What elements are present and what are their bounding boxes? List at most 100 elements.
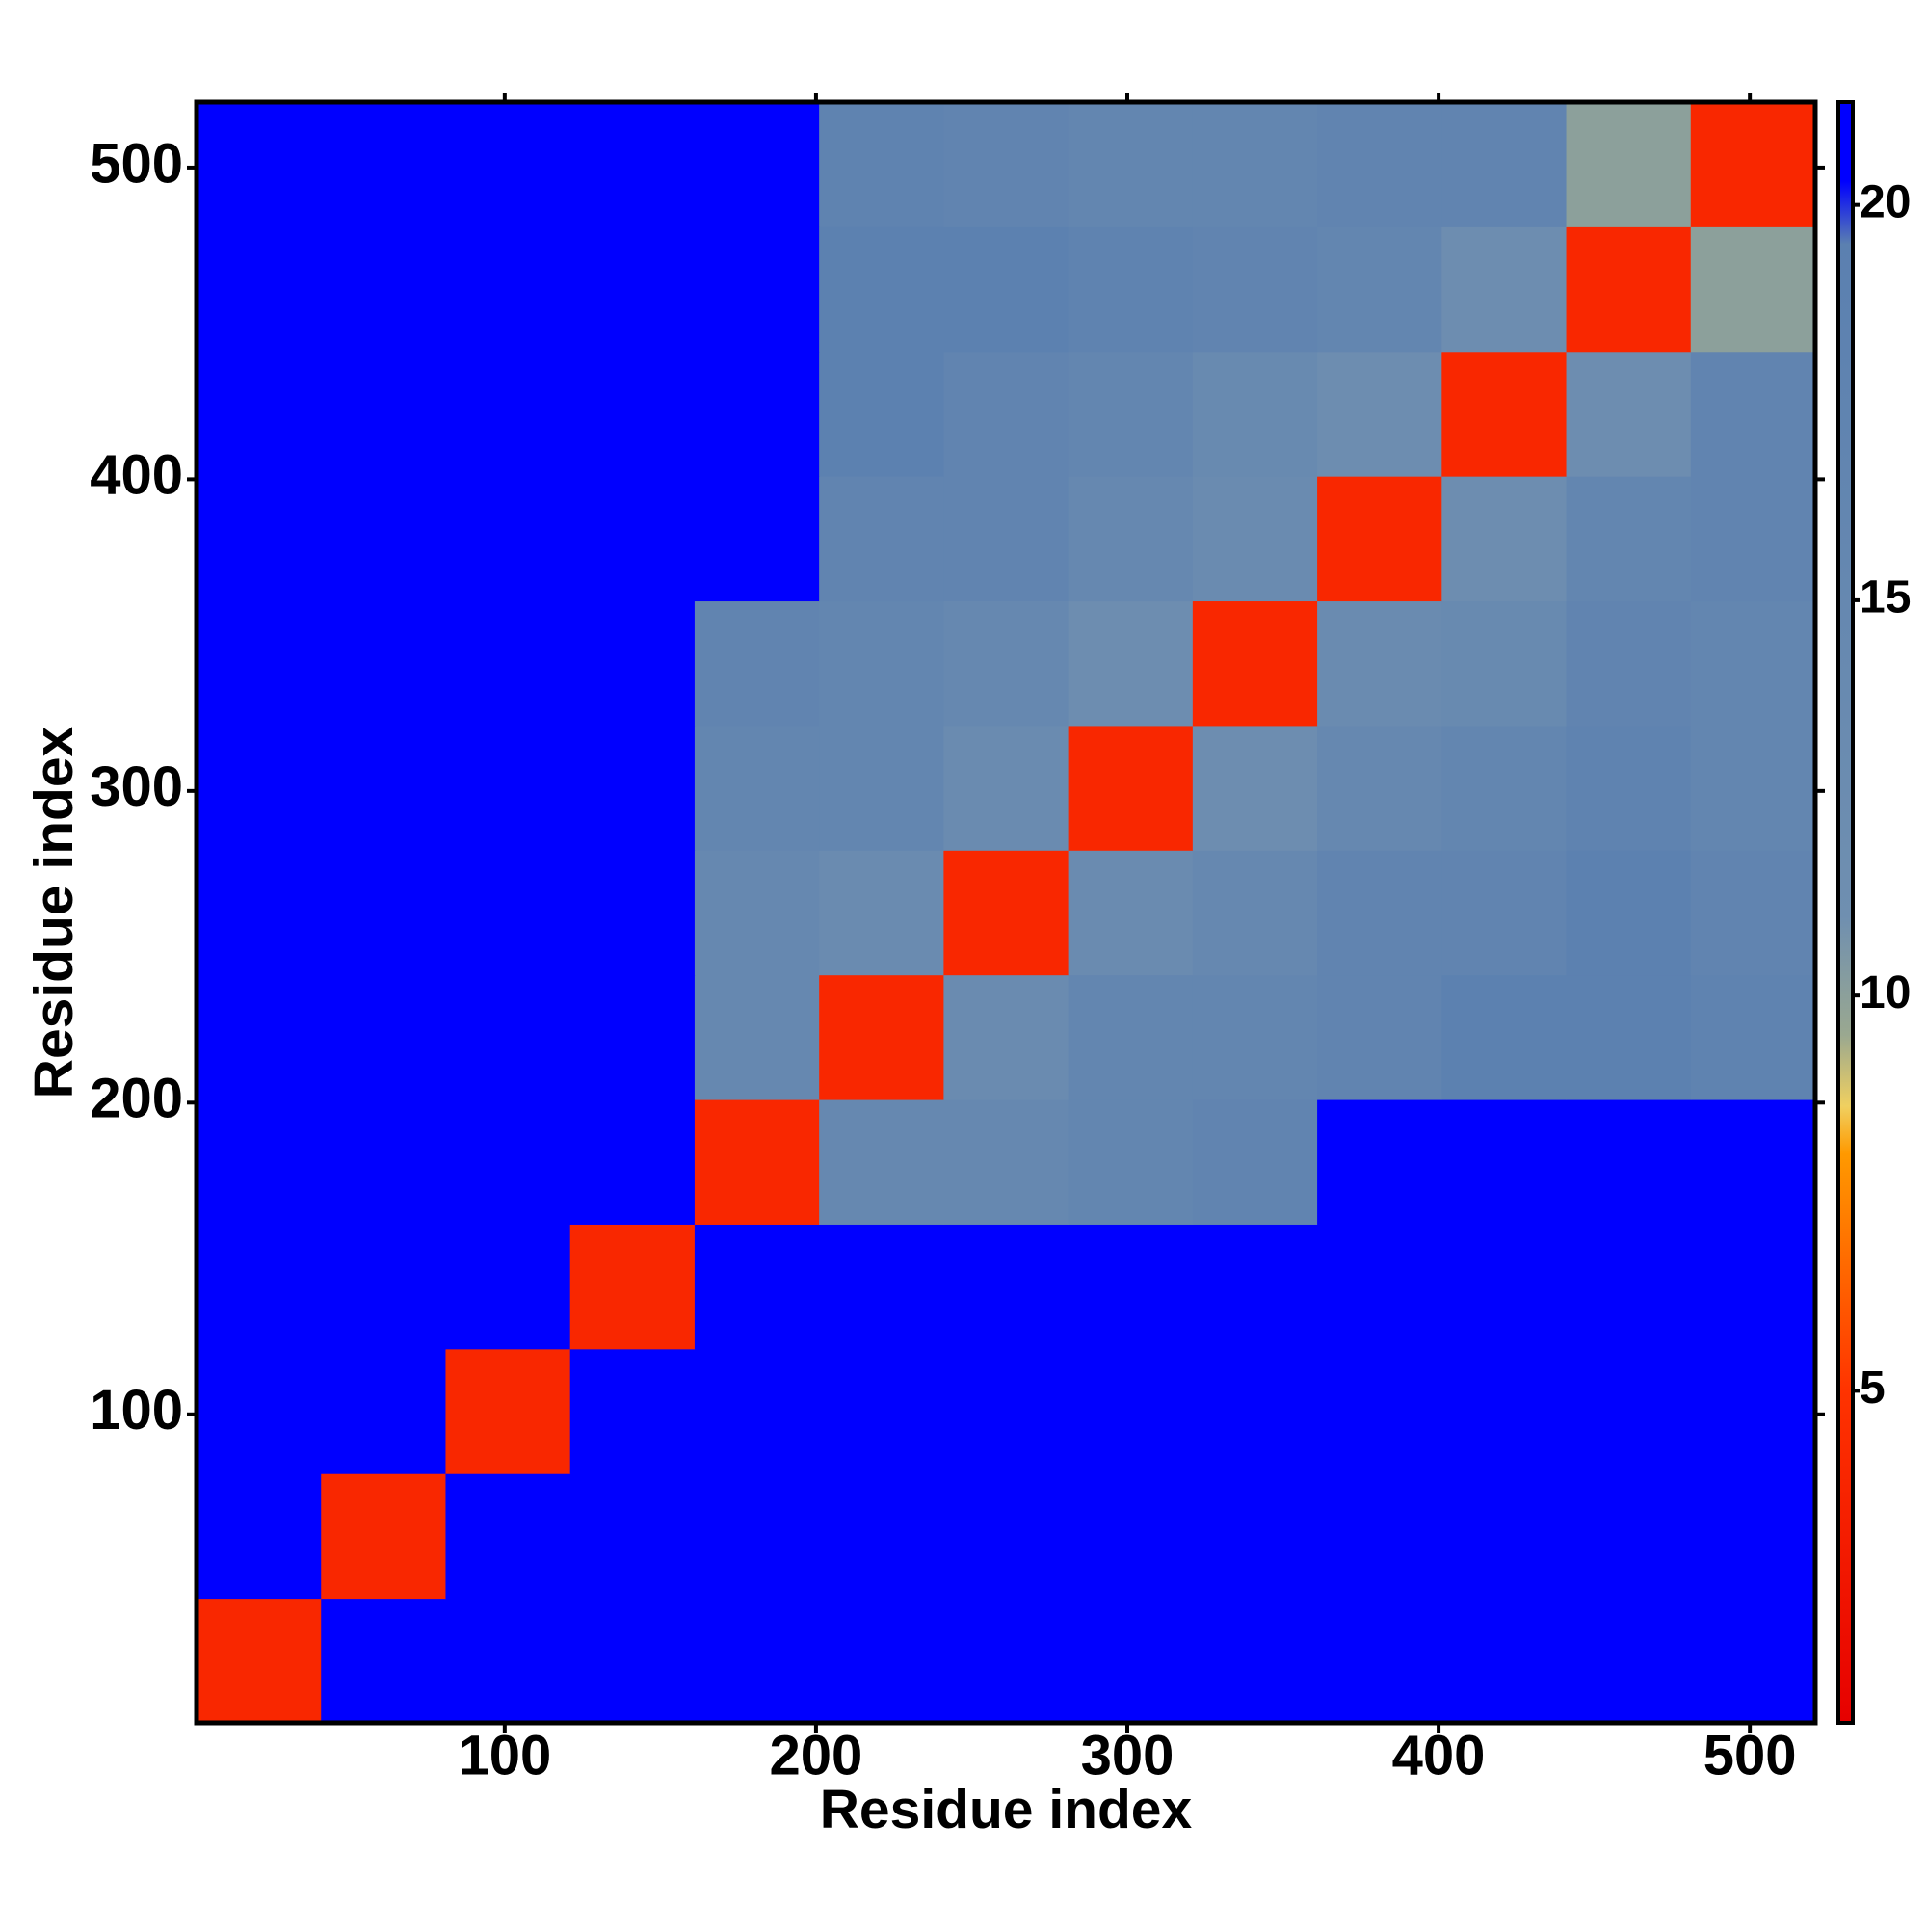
heatmap-cell <box>694 974 820 1100</box>
heatmap-cell <box>1317 102 1442 227</box>
heatmap-cell <box>1068 226 1194 353</box>
heatmap-cell <box>943 1598 1069 1724</box>
heatmap-cell <box>1690 351 1816 477</box>
heatmap-cell <box>569 351 696 477</box>
heatmap-cell <box>1192 725 1318 851</box>
heatmap-cell <box>819 974 944 1100</box>
heatmap-cell <box>569 1598 696 1724</box>
heatmap-cell <box>1317 1598 1442 1724</box>
heatmap-cell <box>819 600 944 727</box>
heatmap-cell <box>569 102 696 227</box>
heatmap-cell <box>1441 1099 1568 1225</box>
heatmap-cell <box>1566 351 1692 477</box>
heatmap-cell <box>569 600 696 727</box>
heatmap-cell <box>1192 351 1318 477</box>
heatmap-cell <box>1441 102 1568 227</box>
x-axis-title: Residue index <box>820 1779 1193 1840</box>
heatmap-cell <box>1690 725 1816 851</box>
heatmap-cell <box>321 600 446 727</box>
heatmap-cell <box>694 1348 820 1474</box>
heatmap-cell <box>694 1224 820 1350</box>
heatmap-cell <box>445 1598 571 1724</box>
heatmap-cell <box>819 476 944 602</box>
heatmap-cell <box>1690 1099 1816 1225</box>
x-tick-label: 300 <box>1081 1724 1175 1786</box>
y-tick-label: 100 <box>90 1379 183 1442</box>
heatmap-cell <box>1317 725 1442 851</box>
heatmap-cell <box>694 476 820 602</box>
heatmap-cell <box>1192 102 1318 227</box>
heatmap-cell <box>1317 1348 1442 1474</box>
heatmap-cells <box>197 102 1816 1724</box>
heatmap-cell <box>943 1224 1069 1350</box>
heatmap-cell <box>445 850 571 976</box>
heatmap-cell <box>1192 1598 1318 1724</box>
heatmap-cell <box>1441 1598 1568 1724</box>
heatmap-cell <box>569 476 696 602</box>
heatmap-cell <box>1690 476 1816 602</box>
y-tick-label: 300 <box>90 755 183 818</box>
heatmap-cell <box>819 1348 944 1474</box>
heatmap-cell <box>197 600 322 727</box>
heatmap-cell <box>1068 600 1194 727</box>
heatmap-cell <box>197 226 322 353</box>
heatmap-cell <box>943 725 1069 851</box>
heatmap-cell <box>1566 1473 1692 1600</box>
heatmap-cell <box>1317 476 1442 602</box>
heatmap-cell <box>694 1099 820 1225</box>
heatmap-cell <box>943 974 1069 1100</box>
heatmap-cell <box>1068 974 1194 1100</box>
heatmap-cell <box>943 1473 1069 1600</box>
heatmap-cell <box>1192 1099 1318 1225</box>
heatmap-cell <box>1192 1473 1318 1600</box>
heatmap-cell <box>819 351 944 477</box>
heatmap-cell <box>1566 725 1692 851</box>
heatmap-cell <box>943 850 1069 976</box>
heatmap-cell <box>445 1473 571 1600</box>
heatmap-cell <box>1317 351 1442 477</box>
heatmap-cell <box>1566 1224 1692 1350</box>
heatmap-cell <box>197 974 322 1100</box>
heatmap-cell <box>694 850 820 976</box>
heatmap-cell <box>1690 1224 1816 1350</box>
heatmap-cell <box>1441 725 1568 851</box>
heatmap-cell <box>1690 850 1816 976</box>
heatmap-cell <box>694 226 820 353</box>
heatmap-cell <box>445 1099 571 1225</box>
heatmap-cell <box>569 1348 696 1474</box>
heatmap-cell <box>943 102 1069 227</box>
heatmap-cell <box>321 226 446 353</box>
x-tick-label: 100 <box>458 1724 551 1786</box>
heatmap-cell <box>694 600 820 727</box>
heatmap-cell <box>1566 102 1692 227</box>
heatmap-cell <box>943 351 1069 477</box>
heatmap-cell <box>694 102 820 227</box>
heatmap-cell <box>1566 1099 1692 1225</box>
heatmap-cell <box>1441 1473 1568 1600</box>
heatmap-cell <box>1566 476 1692 602</box>
y-tick-label: 500 <box>90 132 183 195</box>
heatmap-cell <box>819 1099 944 1225</box>
heatmap-cell <box>1566 226 1692 353</box>
heatmap-cell <box>1068 1348 1194 1474</box>
heatmap-cell <box>1566 1598 1692 1724</box>
heatmap-cell <box>1441 1224 1568 1350</box>
heatmap-cell <box>197 1598 322 1724</box>
heatmap-cell <box>1192 850 1318 976</box>
heatmap-cell <box>1441 476 1568 602</box>
heatmap-cell <box>819 102 944 227</box>
heatmap-cell <box>694 351 820 477</box>
heatmap-cell <box>1192 600 1318 727</box>
heatmap-cell <box>819 725 944 851</box>
heatmap-cell <box>1068 1473 1194 1600</box>
y-tick-label: 200 <box>90 1068 183 1130</box>
heatmap-cell <box>1441 850 1568 976</box>
heatmap-cell <box>321 102 446 227</box>
heatmap-cell <box>197 1348 322 1474</box>
heatmap-cell <box>445 974 571 1100</box>
heatmap-cell <box>1068 102 1194 227</box>
heatmap-cell <box>445 1348 571 1474</box>
heatmap-cell <box>1068 1598 1194 1724</box>
heatmap-cell <box>197 725 322 851</box>
